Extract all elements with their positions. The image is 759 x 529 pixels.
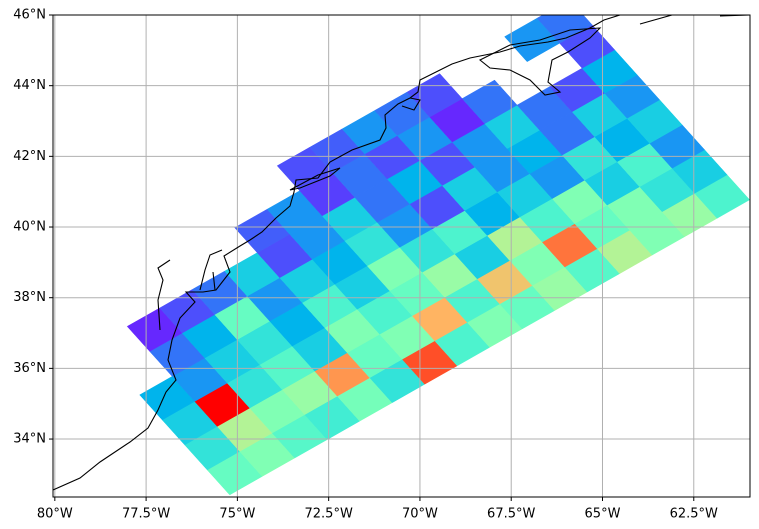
x-tick-label: 67.5°W [487, 507, 535, 522]
coastline [53, 15, 750, 497]
x-tick-label: 65°W [585, 507, 621, 522]
swath [126, 15, 750, 496]
graticule [53, 15, 750, 497]
y-tick-label: 42°N [13, 149, 46, 164]
x-tick-label: 72.5°W [305, 507, 353, 522]
x-tick-label: 80°W [37, 507, 73, 522]
coast-nova-scotia [478, 27, 602, 96]
y-tick-label: 44°N [13, 78, 46, 93]
x-tick-label: 75°W [219, 507, 255, 522]
coast-long-island [289, 167, 341, 191]
coast-mainland [53, 15, 621, 491]
y-tick-label: 36°N [13, 361, 46, 376]
coast-cape-cod [401, 97, 421, 111]
cell [461, 79, 518, 124]
cell [406, 73, 463, 118]
frame [52, 14, 751, 498]
x-tick-label: 62.5°W [670, 507, 718, 522]
x-tick-label: 70°W [402, 507, 438, 522]
ticks: 80°W 77.5°W 75°W 72.5°W 70°W 67.5°W 65°W 62.5°W… [13, 8, 718, 522]
y-tick-label: 46°N [13, 8, 46, 23]
x-tick-label: 77.5°W [122, 507, 170, 522]
coast-chesapeake [157, 249, 223, 331]
y-tick-label: 38°N [13, 290, 46, 305]
y-tick-label: 34°N [13, 432, 46, 447]
cell [536, 15, 593, 44]
y-tick-label: 40°N [13, 220, 46, 235]
